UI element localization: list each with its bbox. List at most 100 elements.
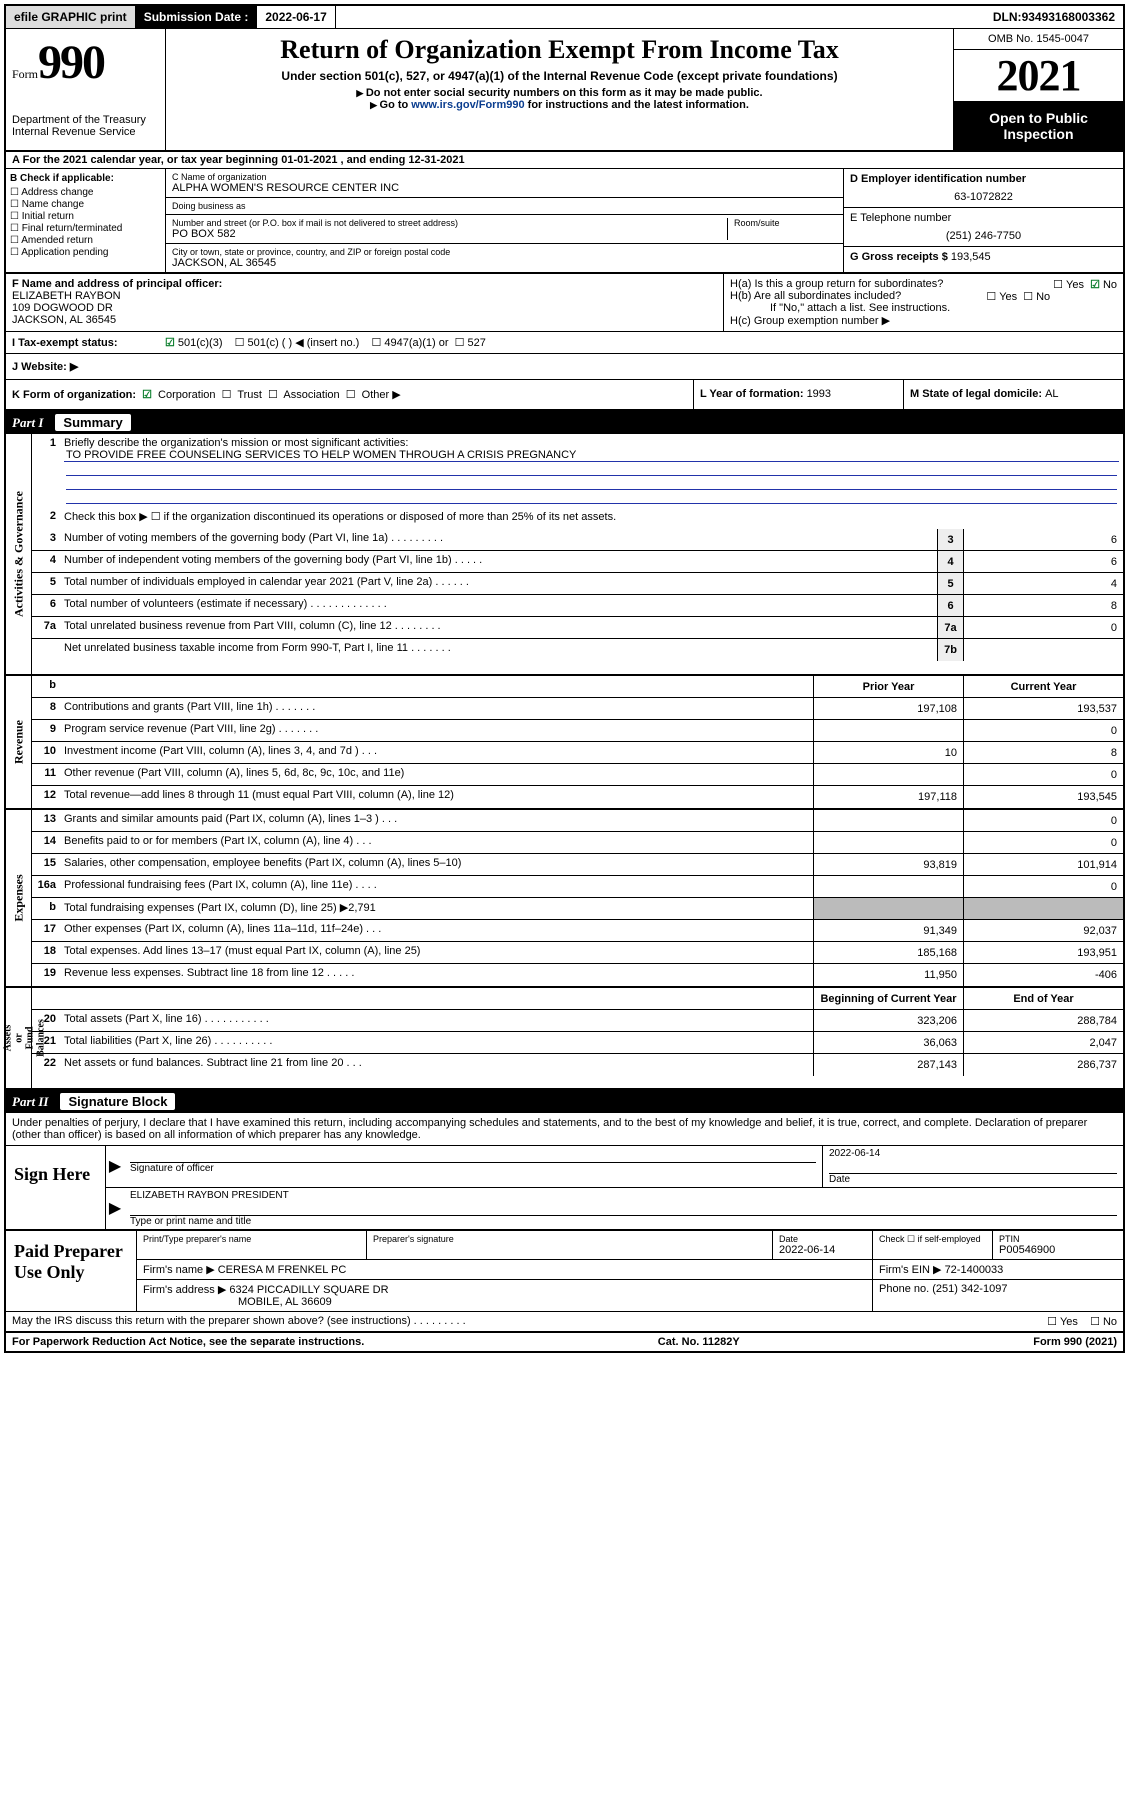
l1-desc: Briefly describe the organization's miss…: [64, 437, 1119, 449]
i-o1: 501(c)(3): [178, 337, 223, 349]
l2-desc: Check this box ▶ ☐ if the organization d…: [60, 507, 1123, 529]
k-corp[interactable]: [139, 389, 155, 401]
l20-curr: 288,784: [963, 1010, 1123, 1031]
l22-prior: 287,143: [813, 1054, 963, 1076]
tax-year: 2021: [954, 50, 1123, 102]
i-527[interactable]: [452, 336, 468, 349]
side-revenue: Revenue: [11, 720, 26, 764]
part-2-header: Part II Signature Block: [6, 1090, 1123, 1113]
chk-initial-return[interactable]: Initial return: [10, 211, 161, 222]
discuss-no[interactable]: [1087, 1316, 1103, 1328]
sign-here: Sign Here: [6, 1146, 106, 1229]
ln-7a: 7a: [32, 617, 60, 638]
l3-desc: Number of voting members of the governin…: [60, 529, 937, 550]
i-501c[interactable]: [232, 336, 248, 349]
f-name: ELIZABETH RAYBON: [12, 290, 717, 302]
l6-val: 8: [963, 595, 1123, 616]
i-501c3[interactable]: [162, 336, 178, 349]
open-public: Open to Public Inspection: [954, 102, 1123, 150]
l8-desc: Contributions and grants (Part VIII, lin…: [60, 698, 813, 719]
discuss-yes[interactable]: [1044, 1316, 1060, 1328]
sig-officer-label: Signature of officer: [130, 1163, 816, 1174]
header-right: OMB No. 1545-0047 2021 Open to Public In…: [953, 29, 1123, 150]
l18-prior: 185,168: [813, 942, 963, 963]
k-o3: Association: [283, 389, 339, 401]
i-o4: 527: [468, 337, 486, 349]
firm-ein: 72-1400033: [945, 1264, 1004, 1276]
col-de: D Employer identification number 63-1072…: [843, 169, 1123, 272]
prep-sig-label: Preparer's signature: [373, 1234, 766, 1244]
chk-final-return[interactable]: Final return/terminated: [10, 223, 161, 234]
l14-curr: 0: [963, 832, 1123, 853]
dept-treasury: Department of the Treasury Internal Reve…: [12, 114, 159, 138]
hb-yes[interactable]: [983, 291, 999, 303]
sub3-pre: Go to: [380, 99, 412, 111]
officer-name: ELIZABETH RAYBON PRESIDENT: [130, 1190, 1117, 1201]
l18-curr: 193,951: [963, 942, 1123, 963]
ln-2: 2: [32, 507, 60, 529]
l7a-box: 7a: [937, 617, 963, 638]
irs-discuss: May the IRS discuss this return with the…: [6, 1312, 1123, 1333]
firm-name: CERESA M FRENKEL PC: [218, 1264, 347, 1276]
taxyear-begin: 01-01-2021: [281, 154, 337, 166]
c-name-label: C Name of organization: [172, 172, 837, 182]
i-4947[interactable]: [368, 336, 384, 349]
j-label: J Website: ▶: [12, 360, 78, 373]
page-footer: For Paperwork Reduction Act Notice, see …: [6, 1333, 1123, 1351]
col-boy: Beginning of Current Year: [813, 988, 963, 1009]
hc-label: H(c) Group exemption number ▶: [730, 314, 1117, 327]
taxyear-pre: For the 2021 calendar year, or tax year …: [23, 154, 282, 166]
chk-amended-return[interactable]: Amended return: [10, 235, 161, 246]
l6-desc: Total number of volunteers (estimate if …: [60, 595, 937, 616]
hb-label: H(b) Are all subordinates included?: [730, 290, 901, 302]
l7a-val: 0: [963, 617, 1123, 638]
prep-check-self[interactable]: Check ☐ if self-employed: [873, 1231, 993, 1259]
chk-address-change[interactable]: Address change: [10, 187, 161, 198]
ha-yes[interactable]: [1050, 279, 1066, 291]
l4-box: 4: [937, 551, 963, 572]
l13-curr: 0: [963, 810, 1123, 831]
l11-curr: 0: [963, 764, 1123, 785]
ln-12: 12: [32, 786, 60, 808]
l18-desc: Total expenses. Add lines 13–17 (must eq…: [60, 942, 813, 963]
part2-title: Signature Block: [60, 1093, 175, 1110]
ha-no[interactable]: [1087, 279, 1103, 291]
l7a-desc: Total unrelated business revenue from Pa…: [60, 617, 937, 638]
chk-application-pending[interactable]: Application pending: [10, 247, 161, 258]
taxyear-end: 12-31-2021: [408, 154, 464, 166]
header-left: Form990 Department of the Treasury Inter…: [6, 29, 166, 150]
k-other[interactable]: [343, 389, 359, 401]
hb-no[interactable]: [1020, 291, 1036, 303]
part1-num: Part I: [12, 415, 43, 431]
k-assoc[interactable]: [265, 389, 281, 401]
l8-curr: 193,537: [963, 698, 1123, 719]
irs-link[interactable]: www.irs.gov/Form990: [411, 99, 524, 111]
efile-label[interactable]: efile GRAPHIC print: [6, 6, 136, 28]
line-a-taxyear: A For the 2021 calendar year, or tax yea…: [6, 152, 1123, 169]
l4-val: 6: [963, 551, 1123, 572]
ln-9: 9: [32, 720, 60, 741]
dln-label: DLN:: [993, 10, 1022, 24]
l-val: 1993: [807, 388, 831, 400]
sig-arrow-icon: ▶: [106, 1146, 124, 1187]
l21-curr: 2,047: [963, 1032, 1123, 1053]
dln: DLN: 93493168003362: [985, 6, 1123, 28]
ln-3: 3: [32, 529, 60, 550]
ln-5: 5: [32, 573, 60, 594]
sig-arrow-icon-2: ▶: [106, 1188, 124, 1229]
l1-mission: TO PROVIDE FREE COUNSELING SERVICES TO H…: [64, 449, 1119, 462]
c-street: PO BOX 582: [172, 228, 727, 240]
c-city-label: City or town, state or province, country…: [172, 247, 837, 257]
b-label: B Check if applicable:: [10, 173, 161, 184]
f-principal-officer: F Name and address of principal officer:…: [6, 274, 723, 331]
l12-desc: Total revenue—add lines 8 through 11 (mu…: [60, 786, 813, 808]
firm-phone: (251) 342-1097: [932, 1283, 1007, 1295]
chk-name-change[interactable]: Name change: [10, 199, 161, 210]
sig-date-label: Date: [829, 1174, 1117, 1185]
mission-line: [66, 476, 1117, 490]
l19-prior: 11,950: [813, 964, 963, 986]
k-trust[interactable]: [219, 389, 235, 401]
dln-value: 93493168003362: [1022, 10, 1115, 24]
ln-14: 14: [32, 832, 60, 853]
c-city: JACKSON, AL 36545: [172, 257, 837, 269]
